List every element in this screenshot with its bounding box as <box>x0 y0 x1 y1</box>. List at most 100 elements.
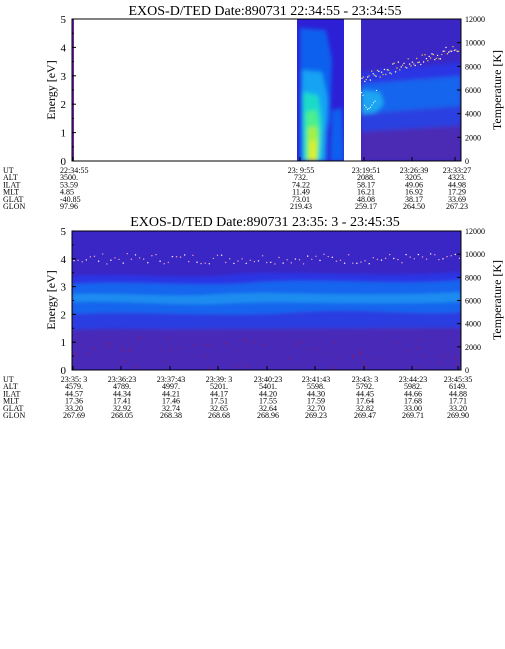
temperature-point <box>366 76 369 78</box>
temperature-point <box>360 92 363 94</box>
panel2-heatmap <box>72 231 461 370</box>
cell-ut: 23:41:43 <box>302 375 330 384</box>
cell-mlt: 17.68 <box>404 397 422 406</box>
cell-mlt: 17.55 <box>259 397 277 406</box>
cell-glon: 268.05 <box>111 411 133 420</box>
temperature-point <box>436 54 439 57</box>
cell-alt: 5401. <box>259 382 277 391</box>
temperature-point <box>457 50 460 52</box>
cell-glon: 267.69 <box>63 411 85 420</box>
panel1-segment-a <box>297 19 344 161</box>
temperature-point <box>379 76 381 78</box>
row-label-ut: UT <box>3 375 14 384</box>
temperature-point <box>360 261 362 263</box>
temperature-point <box>401 262 403 264</box>
cell-ilat: 44.66 <box>404 389 422 398</box>
noise-speckle <box>332 366 334 370</box>
temperature-point <box>327 255 329 258</box>
temperature-point <box>427 60 429 62</box>
temperature-point <box>114 257 116 259</box>
row-label-ilat: ILAT <box>3 180 20 189</box>
temperature-point <box>415 57 418 60</box>
temperature-point <box>442 258 444 260</box>
cell-ut: 22:34:55 <box>60 166 88 175</box>
temperature-point <box>425 57 428 60</box>
temperature-point <box>138 257 141 259</box>
cell-alt: 4789. <box>113 382 131 391</box>
cell-ut: 23:45:35 <box>444 375 472 384</box>
temperature-point <box>361 77 363 79</box>
cell-glon: 264.50 <box>403 202 425 211</box>
noise-speckle <box>201 336 203 339</box>
temperature-point <box>229 258 231 260</box>
cell-ut: 23:36:23 <box>108 375 136 384</box>
temperature-point <box>319 259 321 262</box>
cell-alt: 3500. <box>60 173 78 182</box>
ytick-label: 4 <box>61 254 67 266</box>
temperature-point <box>369 106 372 108</box>
temperature-point <box>434 58 436 61</box>
temperature-point <box>315 255 317 258</box>
temperature-point <box>348 254 350 256</box>
noise-speckle <box>136 365 138 369</box>
noise-speckle <box>415 366 417 369</box>
noise-speckle <box>444 355 446 358</box>
noise-speckle <box>108 342 110 345</box>
temperature-point <box>175 256 178 258</box>
cell-alt: 5982. <box>404 382 422 391</box>
cell-ilat: 44.45 <box>356 389 374 398</box>
cell-mlt: 16.21 <box>357 188 375 197</box>
row-label-mlt: MLT <box>3 188 19 197</box>
temperature-point <box>452 45 454 48</box>
y2tick-label: 2000 <box>465 133 481 142</box>
y2tick-label: 8000 <box>465 62 481 71</box>
noise-speckle <box>107 341 109 344</box>
temperature-point <box>435 57 437 59</box>
cell-glon: 268.38 <box>160 411 182 420</box>
temperature-point <box>106 263 108 265</box>
cell-ilat: 74.22 <box>292 180 310 189</box>
noise-speckle <box>293 342 295 346</box>
noise-speckle <box>310 353 312 355</box>
cell-glat: 48.08 <box>357 195 375 204</box>
noise-speckle <box>193 355 195 357</box>
cell-ilat: 44.17 <box>210 389 228 398</box>
noise-speckle <box>420 339 422 342</box>
temperature-point <box>368 107 370 110</box>
ytick-label: 1 <box>61 337 67 349</box>
temperature-point <box>225 261 227 264</box>
panel1-orbit-table: UT 22:34:55 23: 9:55 23:19:51 23:26:39 23:33:… <box>3 166 471 211</box>
panel2-title: EXOS-D/TED Date:890731 23:35: 3 - 23:45:… <box>130 215 399 230</box>
ytick-label: 0 <box>61 156 67 168</box>
noise-speckle <box>164 359 166 362</box>
noise-speckle <box>378 358 380 361</box>
temperature-point <box>171 255 174 258</box>
noise-speckle <box>139 336 141 340</box>
y2tick-label: 6000 <box>465 297 481 306</box>
cell-ilat: 44.88 <box>449 389 467 398</box>
cell-alt: 3205. <box>405 173 423 182</box>
cell-ut: 23:44:23 <box>399 375 427 384</box>
noise-speckle <box>455 357 457 359</box>
temperature-point <box>245 262 247 265</box>
temperature-point <box>188 260 190 263</box>
cell-mlt: 17.64 <box>356 397 374 406</box>
noise-speckle <box>360 352 362 356</box>
cell-ilat: 44.34 <box>113 389 131 398</box>
temperature-point <box>445 46 447 49</box>
temperature-point <box>366 108 369 110</box>
temperature-point <box>406 67 408 69</box>
panel1-title: EXOS-D/TED Date:890731 22:34:55 - 23:34:… <box>129 4 402 19</box>
noise-speckle <box>334 341 336 343</box>
temperature-point <box>220 254 223 256</box>
temperature-point <box>425 258 428 260</box>
temperature-point <box>408 63 411 65</box>
temperature-point <box>450 255 452 257</box>
cell-mlt: 17.51 <box>210 397 228 406</box>
temperature-point <box>159 260 161 262</box>
noise-speckle <box>363 361 365 364</box>
temperature-point <box>307 255 309 257</box>
cell-alt: 4323. <box>448 173 466 182</box>
cell-glat: 33.20 <box>65 404 83 413</box>
noise-speckle <box>359 350 361 354</box>
